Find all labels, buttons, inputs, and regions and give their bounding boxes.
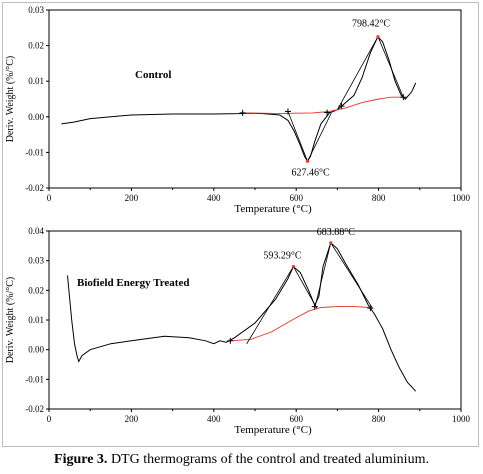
x-tick-label: 800 — [372, 414, 386, 424]
x-tick-label: 1000 — [452, 414, 471, 424]
x-tick-label: 600 — [289, 414, 303, 424]
tangent-line — [293, 266, 318, 309]
tangent-line — [307, 113, 332, 162]
chart-panel-2: 0 200 400 600 800 1000 -0.02 -0.01 0.00 0.01 0.02 0… — [5, 226, 471, 436]
y-tick-label: 0.01 — [28, 315, 44, 325]
x-axis-label: Temperature (°C) — [234, 424, 312, 436]
chart-panel-1: 0 200 400 600 800 1000 -0.02 -0.01 0.00 0.01 0.02 0… — [5, 5, 471, 215]
tangent-line — [337, 36, 379, 110]
y-axis-label: Deriv. Weight (%/°C) — [5, 56, 16, 143]
y-tick-label: 0.00 — [28, 345, 44, 355]
y-tick-label: 0.00 — [28, 112, 44, 122]
baseline-curve — [230, 306, 371, 342]
caption-label: Figure 3. — [54, 452, 108, 467]
peak-marker — [376, 35, 380, 39]
tangent-line — [377, 36, 404, 98]
x-tick-label: 0 — [47, 414, 52, 424]
y-axis-label: Deriv. Weight (%/°C) — [5, 277, 16, 364]
tangent-line — [314, 242, 332, 309]
y-tick-label: -0.02 — [25, 404, 44, 414]
x-tick-label: 400 — [207, 414, 221, 424]
baseline-curve — [242, 96, 404, 115]
dtg-charts: 0 200 400 600 800 1000 -0.02 -0.01 0.00 0.01 0.02 0… — [5, 5, 471, 436]
tangent-line — [246, 266, 294, 344]
x-tick-label: 800 — [372, 193, 386, 203]
peak-label: 627.46°C — [292, 167, 330, 178]
peak-marker — [305, 159, 310, 163]
x-tick-label: 0 — [47, 193, 52, 203]
y-tick-label: 0.02 — [28, 285, 44, 295]
dtg-curve — [61, 35, 417, 163]
y-tick-label: -0.01 — [25, 374, 44, 384]
panel-title: Control — [135, 69, 171, 81]
caption-text: DTG thermograms of the control and treat… — [110, 452, 429, 467]
plot-area — [48, 9, 462, 189]
peak-marker — [291, 265, 296, 269]
y-tick-label: 0.04 — [28, 226, 44, 236]
panel-title: Biofield Energy Treated — [77, 277, 189, 289]
tangent-line — [287, 111, 308, 162]
y-tick-label: 0.03 — [28, 5, 44, 15]
y-tick-label: -0.01 — [25, 147, 44, 157]
peak-label: 593.29°C — [263, 251, 301, 262]
y-tick-label: -0.02 — [25, 183, 44, 193]
peak-label: 798.42°C — [352, 19, 390, 30]
peak-label: 683.88°C — [317, 227, 355, 238]
x-tick-label: 600 — [289, 193, 303, 203]
x-axis-label: Temperature (°C) — [234, 203, 312, 215]
plot-area — [48, 230, 462, 410]
x-tick-label: 200 — [125, 193, 139, 203]
figure-caption: Figure 3. DTG thermograms of the control… — [0, 452, 483, 468]
figure-frame — [2, 2, 479, 447]
y-tick-label: 0.01 — [28, 76, 44, 86]
y-tick-label: 0.02 — [28, 41, 44, 51]
y-tick-label: 0.03 — [28, 256, 44, 266]
x-tick-label: 400 — [207, 193, 221, 203]
peak-marker — [329, 241, 333, 245]
tangent-line — [330, 242, 373, 309]
dtg-curve — [67, 242, 417, 392]
x-tick-label: 1000 — [452, 193, 471, 203]
x-tick-label: 200 — [125, 414, 139, 424]
